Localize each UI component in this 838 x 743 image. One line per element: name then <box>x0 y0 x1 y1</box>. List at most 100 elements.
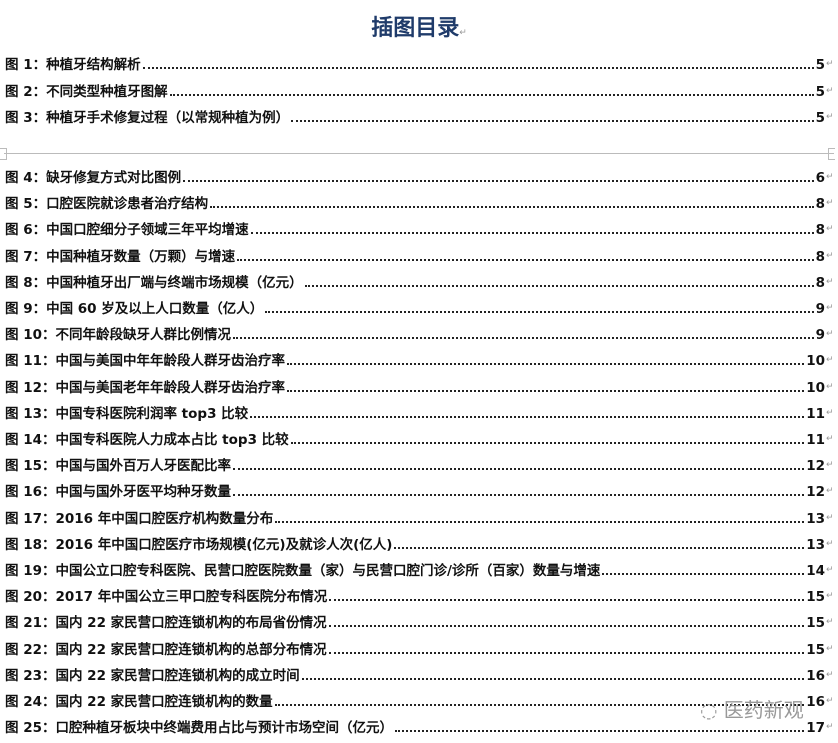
paragraph-mark: ↵ <box>826 224 834 235</box>
toc-entry[interactable]: 图 10：不同年龄段缺牙人群比例情况 9 <box>5 323 825 343</box>
dot-leader <box>250 231 814 235</box>
toc-entry-label[interactable]: 图 21：国内 22 家民营口腔连锁机构的布局省份情况 <box>5 615 327 632</box>
toc-entry[interactable]: 图 23：国内 22 家民营口腔连锁机构的成立时间 16 <box>5 664 825 684</box>
toc-entry-page[interactable]: 16 <box>806 667 825 684</box>
toc-entry-page[interactable]: 8 <box>815 274 825 291</box>
toc-entry[interactable]: 图 1：种植牙结构解析 5 <box>5 53 825 73</box>
toc-entry-label[interactable]: 图 18：2016 年中国口腔医疗市场规模(亿元)及就诊人次(亿人) <box>5 536 393 553</box>
dot-leader <box>237 258 814 261</box>
toc-entry-label[interactable]: 图 9：中国 60 岁及以上人口数量（亿人） <box>5 301 264 317</box>
toc-entry-page[interactable]: 10 <box>806 353 825 370</box>
dot-leader <box>304 284 814 287</box>
paragraph-mark: ↵ <box>826 460 834 471</box>
page-break-divider <box>4 153 834 154</box>
toc-entry-label[interactable]: 图 10：不同年龄段缺牙人群比例情况 <box>5 327 231 344</box>
toc-entry[interactable]: 图 16：中国与国外牙医平均种牙数量 12 <box>5 480 825 500</box>
toc-entry-page[interactable]: 15 <box>806 589 825 606</box>
toc-entry[interactable]: 图 3：种植牙手术修复过程（以常规种植为例） 5 <box>5 106 825 126</box>
toc-entry[interactable]: 图 8：中国种植牙出厂端与终端市场规模（亿元） 8 <box>5 271 825 291</box>
toc-entry-page[interactable]: 9 <box>815 301 825 317</box>
toc-entry-label[interactable]: 图 23：国内 22 家民营口腔连锁机构的成立时间 <box>5 667 300 684</box>
toc-entry-label[interactable]: 图 25：口腔种植牙板块中终端费用占比与预计市场空间（亿元） <box>5 720 393 737</box>
toc-entry-label[interactable]: 图 5：口腔医院就诊患者治疗结构 <box>5 196 209 213</box>
toc-entry-page[interactable]: 8 <box>815 196 825 213</box>
toc-entry[interactable]: 图 12：中国与美国老年年龄段人群牙齿治疗率 10 <box>5 376 825 396</box>
paragraph-mark: ↵ <box>826 486 834 497</box>
toc-entry-page[interactable]: 12 <box>806 484 825 501</box>
toc-entry-page[interactable]: 12 <box>806 458 825 475</box>
toc-entry-label[interactable]: 图 17：2016 年中国口腔医疗机构数量分布 <box>5 510 274 527</box>
toc-entry-label[interactable]: 图 7：中国种植牙数量（万颗）与增速 <box>5 248 236 265</box>
toc-entry-page[interactable]: 16 <box>806 694 825 710</box>
paragraph-mark: ↵ <box>826 669 834 680</box>
toc-entry-label[interactable]: 图 3：种植牙手术修复过程（以常规种植为例） <box>5 110 290 126</box>
toc-entry-label[interactable]: 图 14：中国专科医院人力成本占比 top3 比较 <box>5 432 289 448</box>
toc-entry-page[interactable]: 13 <box>806 536 825 553</box>
paragraph-mark: ↵ <box>826 112 834 122</box>
paragraph-mark: ↵ <box>826 59 834 69</box>
toc-entry[interactable]: 图 21：国内 22 家民营口腔连锁机构的布局省份情况 15 <box>5 611 825 631</box>
toc-entry[interactable]: 图 11：中国与美国中年年龄段人群牙齿治疗率 10 <box>5 349 825 369</box>
toc-entry[interactable]: 图 4：缺牙修复方式对比图例 6 <box>5 166 825 186</box>
toc-entry-label[interactable]: 图 16：中国与国外牙医平均种牙数量 <box>5 484 231 501</box>
toc-entry-label[interactable]: 图 8：中国种植牙出厂端与终端市场规模（亿元） <box>5 274 303 291</box>
toc-entry-label[interactable]: 图 13：中国专科医院利润率 top3 比较 <box>5 405 249 422</box>
toc-entry-page[interactable]: 9 <box>815 327 825 344</box>
toc-entry-label[interactable]: 图 1：种植牙结构解析 <box>5 57 141 73</box>
toc-entry-page[interactable]: 5 <box>815 57 825 73</box>
toc-entry-page[interactable]: 11 <box>806 432 825 448</box>
toc-entry[interactable]: 图 14：中国专科医院人力成本占比 top3 比较 11 <box>5 428 825 448</box>
toc-entry[interactable]: 图 19：中国公立口腔专科医院、民营口腔医院数量（家）与民营口腔门诊/诊所（百家… <box>5 559 825 579</box>
dot-leader <box>233 493 805 497</box>
toc-entry-page[interactable]: 13 <box>806 510 825 527</box>
toc-entry-page[interactable]: 6 <box>815 170 825 186</box>
toc-entry-page[interactable]: 5 <box>815 110 825 126</box>
toc-entry-label[interactable]: 图 19：中国公立口腔专科医院、民营口腔医院数量（家）与民营口腔门诊/诊所（百家… <box>5 563 601 579</box>
toc-entry-page[interactable]: 15 <box>806 615 825 632</box>
dot-leader <box>287 362 805 366</box>
toc-entry[interactable]: 图 22：国内 22 家民营口腔连锁机构的总部分布情况 15 <box>5 638 825 658</box>
dot-leader <box>328 624 805 628</box>
toc-entry-page[interactable]: 5 <box>815 83 825 100</box>
paragraph-mark: ↵ <box>826 617 834 628</box>
dot-leader <box>265 310 814 313</box>
toc-entry[interactable]: 图 25：口腔种植牙板块中终端费用占比与预计市场空间（亿元） 17 <box>5 716 825 736</box>
toc-entry-page[interactable]: 10 <box>806 379 825 396</box>
toc-entry-page[interactable]: 14 <box>806 563 825 579</box>
toc-entry[interactable]: 图 24：国内 22 家民营口腔连锁机构的数量 16 <box>5 690 825 710</box>
toc-entry-label[interactable]: 图 6：中国口腔细分子领域三年平均增速 <box>5 222 249 239</box>
toc-entry-page[interactable]: 8 <box>815 222 825 239</box>
toc-entry[interactable]: 图 20：2017 年中国公立三甲口腔专科医院分布情况 15 <box>5 585 825 605</box>
dot-leader <box>301 677 805 680</box>
paragraph-mark: ↵ <box>826 276 834 287</box>
toc-entry-label[interactable]: 图 20：2017 年中国公立三甲口腔专科医院分布情况 <box>5 589 328 606</box>
toc-entry[interactable]: 图 6：中国口腔细分子领域三年平均增速 8 <box>5 218 825 238</box>
paragraph-mark: ↵ <box>826 591 834 602</box>
page-corner-left <box>0 148 7 160</box>
toc-entry-label[interactable]: 图 4：缺牙修复方式对比图例 <box>5 170 182 186</box>
toc-entry-label[interactable]: 图 15：中国与国外百万人牙医配比率 <box>5 458 231 475</box>
toc-entry[interactable]: 图 17：2016 年中国口腔医疗机构数量分布 13 <box>5 507 825 527</box>
toc-entry[interactable]: 图 5：口腔医院就诊患者治疗结构 8 <box>5 192 825 212</box>
dot-leader <box>291 119 814 122</box>
toc-entry-label[interactable]: 图 2：不同类型种植牙图解 <box>5 83 168 100</box>
toc-entry-page[interactable]: 17 <box>806 720 825 737</box>
dot-leader <box>233 336 814 340</box>
toc-entry[interactable]: 图 18：2016 年中国口腔医疗市场规模(亿元)及就诊人次(亿人) 13 <box>5 533 825 553</box>
toc-entry[interactable]: 图 15：中国与国外百万人牙医配比率 12 <box>5 454 825 474</box>
toc-entry-label[interactable]: 图 12：中国与美国老年年龄段人群牙齿治疗率 <box>5 379 285 396</box>
toc-entry-page[interactable]: 11 <box>806 405 825 422</box>
toc-entry-label[interactable]: 图 24：国内 22 家民营口腔连锁机构的数量 <box>5 694 273 710</box>
dot-leader <box>395 729 805 733</box>
toc-entry[interactable]: 图 7：中国种植牙数量（万颗）与增速 8 <box>5 245 825 265</box>
toc-entry-page[interactable]: 8 <box>815 248 825 265</box>
toc-entry-page[interactable]: 15 <box>806 641 825 658</box>
toc-entry-label[interactable]: 图 11：中国与美国中年年龄段人群牙齿治疗率 <box>5 353 285 370</box>
dot-leader <box>210 205 814 209</box>
toc-entry[interactable]: 图 13：中国专科医院利润率 top3 比较 11 <box>5 402 825 422</box>
paragraph-mark: ↵ <box>826 381 834 392</box>
toc-entry[interactable]: 图 9：中国 60 岁及以上人口数量（亿人） 9 <box>5 297 825 317</box>
dot-leader <box>169 93 814 96</box>
toc-entry-label[interactable]: 图 22：国内 22 家民营口腔连锁机构的总部分布情况 <box>5 641 327 658</box>
toc-entry[interactable]: 图 2：不同类型种植牙图解 5 <box>5 80 825 100</box>
